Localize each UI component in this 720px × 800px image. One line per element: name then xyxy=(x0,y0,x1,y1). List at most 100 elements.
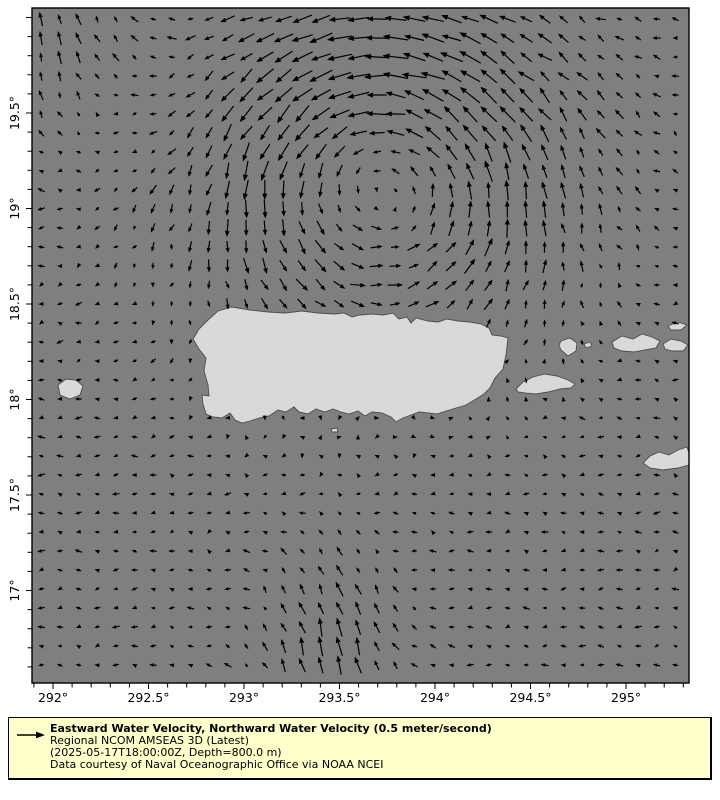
velocity-arrow xyxy=(130,644,138,648)
velocity-arrow xyxy=(275,15,293,23)
velocity-arrow xyxy=(131,131,138,135)
velocity-arrow xyxy=(504,624,511,629)
velocity-arrow xyxy=(263,606,268,611)
velocity-arrow xyxy=(206,454,212,458)
velocity-arrow xyxy=(149,397,157,401)
velocity-arrow xyxy=(205,663,213,668)
velocity-arrow xyxy=(542,338,547,346)
velocity-arrow xyxy=(597,473,604,477)
velocity-arrow xyxy=(499,68,516,85)
velocity-arrow xyxy=(242,257,250,274)
velocity-arrow xyxy=(37,225,45,230)
velocity-arrow xyxy=(187,511,194,515)
velocity-arrow xyxy=(280,491,287,496)
velocity-arrow xyxy=(485,415,491,422)
velocity-arrow xyxy=(75,587,82,591)
velocity-arrow xyxy=(299,567,306,574)
velocity-arrow xyxy=(373,621,381,634)
velocity-arrow xyxy=(652,511,661,515)
velocity-arrow xyxy=(480,106,498,123)
velocity-arrow xyxy=(311,14,331,23)
velocity-arrow xyxy=(392,530,399,534)
velocity-arrow xyxy=(205,183,213,197)
velocity-arrow xyxy=(504,239,510,255)
velocity-arrow xyxy=(226,434,230,440)
velocity-arrow xyxy=(57,605,63,610)
velocity-arrow xyxy=(188,260,193,272)
velocity-arrow xyxy=(111,625,120,629)
velocity-arrow xyxy=(504,473,511,477)
legend-box: Eastward Water Velocity, Northward Water… xyxy=(8,717,712,780)
velocity-arrow xyxy=(57,50,62,64)
velocity-arrow xyxy=(131,510,137,515)
y-tick-label: 18° xyxy=(7,388,22,410)
velocity-arrow xyxy=(559,106,568,122)
velocity-arrow xyxy=(112,549,119,553)
velocity-arrow xyxy=(561,261,566,271)
velocity-arrow xyxy=(111,492,120,496)
island-mona-island xyxy=(57,378,84,400)
velocity-arrow xyxy=(56,226,64,230)
velocity-arrow xyxy=(389,263,402,268)
velocity-arrow xyxy=(392,511,399,515)
velocity-arrow xyxy=(131,244,138,249)
velocity-arrow xyxy=(504,644,511,648)
velocity-arrow xyxy=(635,283,641,287)
velocity-arrow xyxy=(560,567,566,572)
velocity-arrow xyxy=(654,606,659,610)
velocity-arrow xyxy=(300,453,305,459)
velocity-arrow xyxy=(541,144,549,161)
velocity-arrow xyxy=(279,239,288,254)
velocity-arrow xyxy=(522,568,530,572)
velocity-arrow xyxy=(299,181,305,199)
velocity-arrow xyxy=(374,415,380,420)
velocity-arrow xyxy=(448,587,455,591)
velocity-arrow xyxy=(480,50,498,64)
velocity-arrow xyxy=(366,92,387,98)
velocity-arrow xyxy=(579,568,585,572)
velocity-arrow xyxy=(133,282,137,288)
island-tortola xyxy=(662,338,689,352)
velocity-arrow xyxy=(599,301,603,307)
velocity-arrow xyxy=(336,546,343,556)
velocity-arrow xyxy=(224,415,231,420)
velocity-arrow xyxy=(411,512,417,516)
x-tick-label: 295° xyxy=(611,690,641,705)
velocity-arrow xyxy=(423,108,443,120)
velocity-arrow xyxy=(94,93,100,98)
velocity-arrow xyxy=(240,68,253,83)
velocity-arrow xyxy=(150,433,157,439)
velocity-arrow xyxy=(354,583,362,595)
velocity-arrow xyxy=(672,35,678,40)
velocity-arrow xyxy=(206,300,211,308)
velocity-arrow xyxy=(37,264,45,268)
velocity-arrow xyxy=(273,33,294,43)
velocity-arrow xyxy=(327,90,352,100)
y-tick-label: 17° xyxy=(7,579,22,601)
velocity-arrow xyxy=(517,71,535,82)
velocity-arrow xyxy=(633,130,643,137)
velocity-arrow xyxy=(75,72,82,80)
velocity-arrow xyxy=(58,91,62,99)
velocity-arrow xyxy=(673,472,679,479)
velocity-arrow xyxy=(279,161,288,181)
velocity-arrow xyxy=(56,511,63,515)
velocity-arrow xyxy=(112,663,120,667)
velocity-arrow xyxy=(55,454,64,458)
velocity-arrow xyxy=(446,299,456,309)
velocity-arrow xyxy=(327,71,352,81)
velocity-arrow xyxy=(422,52,444,62)
velocity-arrow xyxy=(616,377,623,382)
x-tick-label: 293.5° xyxy=(318,690,360,705)
velocity-arrow xyxy=(408,263,420,269)
velocity-arrow xyxy=(467,511,473,516)
velocity-arrow xyxy=(205,625,213,629)
velocity-arrow xyxy=(37,378,45,382)
velocity-arrow xyxy=(352,148,364,156)
velocity-arrow xyxy=(542,319,547,327)
velocity-arrow xyxy=(239,52,253,61)
velocity-arrow xyxy=(616,244,623,250)
velocity-arrow xyxy=(239,87,254,103)
velocity-arrow xyxy=(114,187,118,193)
velocity-arrow xyxy=(427,260,438,272)
